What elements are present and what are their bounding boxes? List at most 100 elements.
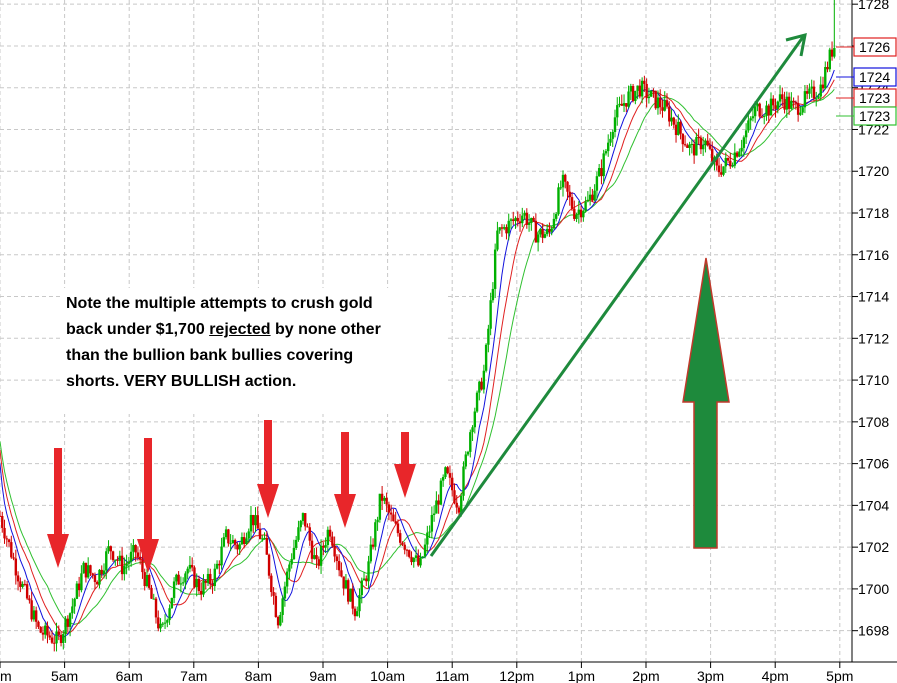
candle-body [631,86,635,101]
candle-body [337,561,341,571]
candle-body [704,140,707,146]
candle-body [77,583,81,591]
candle-body [247,531,250,539]
candle-body [218,563,221,566]
candle-body [611,132,614,139]
candle-body [627,91,630,107]
x-tick-label: 5pm [826,668,853,683]
candle-body [518,221,522,224]
candle-body [555,214,558,219]
candle-body [607,142,610,152]
annotation-line-4: shorts. VERY BULLISH action. [66,373,297,390]
candle-body [618,103,621,106]
candle-body [159,623,162,629]
x-tick-label: 2pm [632,668,659,683]
candle-body [23,583,27,585]
candle-body [819,84,822,97]
candle-body [620,103,623,106]
annotation-rejected: rejected [209,321,271,338]
candle-body [753,106,757,117]
candle-body [80,573,83,591]
candle-body [410,556,413,563]
candle-body [261,538,264,540]
candle-body [792,100,795,103]
candle-body [3,527,6,539]
price-badge-label: 1726 [859,39,890,55]
candle-body [672,117,675,125]
candle-body [73,598,76,607]
candle-body [686,145,689,148]
candle-body [396,523,400,534]
candle-body [360,580,363,596]
candle-body [586,199,590,202]
candle-body [799,112,802,115]
candle-body [369,544,373,562]
candle-body [774,105,777,109]
candle-body [681,133,685,145]
candle-body [645,83,648,99]
y-tick-label: 1698 [858,623,889,639]
candle-body [213,568,216,587]
candle-body [647,96,651,99]
price-badge [853,37,897,57]
candle-body [161,623,164,625]
candle-body [597,168,601,177]
down-arrow [47,448,69,568]
candle-body [582,210,585,218]
candle-body [37,621,40,627]
candle-body [197,578,201,592]
candle-body [168,608,171,621]
candle-body [439,480,443,505]
candle-body [403,544,406,550]
x-tick-label: 3pm [697,668,724,683]
candle-body [89,565,92,574]
candle-body [697,137,700,139]
candle-body [763,115,766,118]
x-tick-label: m [0,668,12,683]
candle-body [584,201,587,211]
candle-body [751,116,755,119]
y-tick-label: 1708 [858,414,889,430]
candle-body [245,538,248,545]
y-tick-label: 1710 [858,372,889,388]
candle-body [75,583,79,599]
candle-body [503,227,506,229]
candle-body [299,520,302,528]
candle-body [525,212,529,225]
candle-body [446,467,449,474]
candle-body [493,249,497,289]
candle-body [172,581,176,598]
candle-body [545,228,549,235]
y-tick-label: 1728 [858,0,889,12]
candle-body [412,557,415,563]
candle-body [552,218,556,229]
x-tick-label: 4pm [762,668,789,683]
candle-body [616,105,619,118]
candle-body [25,584,29,599]
y-tick-label: 1700 [858,581,889,597]
candle-body [826,67,829,70]
candle-body [679,121,682,134]
candle-body [340,570,343,577]
candle-body [256,515,259,529]
candle-body [346,580,350,602]
candle-body [767,105,770,116]
candle-body [656,97,660,109]
x-tick-label: 5am [51,668,78,683]
candle-body [324,544,327,548]
trend-arrowhead [785,32,807,57]
candle-body [532,217,535,221]
candle-body [202,580,205,595]
candle-body [527,222,531,225]
candle-body [48,635,51,638]
y-tick-label: 1716 [858,247,889,263]
candle-body [747,120,750,131]
candle-body [288,564,291,572]
candle-body [66,618,70,627]
candle-body [579,209,583,218]
candle-body [263,537,266,539]
price-badge-label: 1724 [859,69,890,85]
candle-body [380,493,384,501]
candle-body [71,606,74,614]
y-tick-label: 1704 [858,497,889,513]
